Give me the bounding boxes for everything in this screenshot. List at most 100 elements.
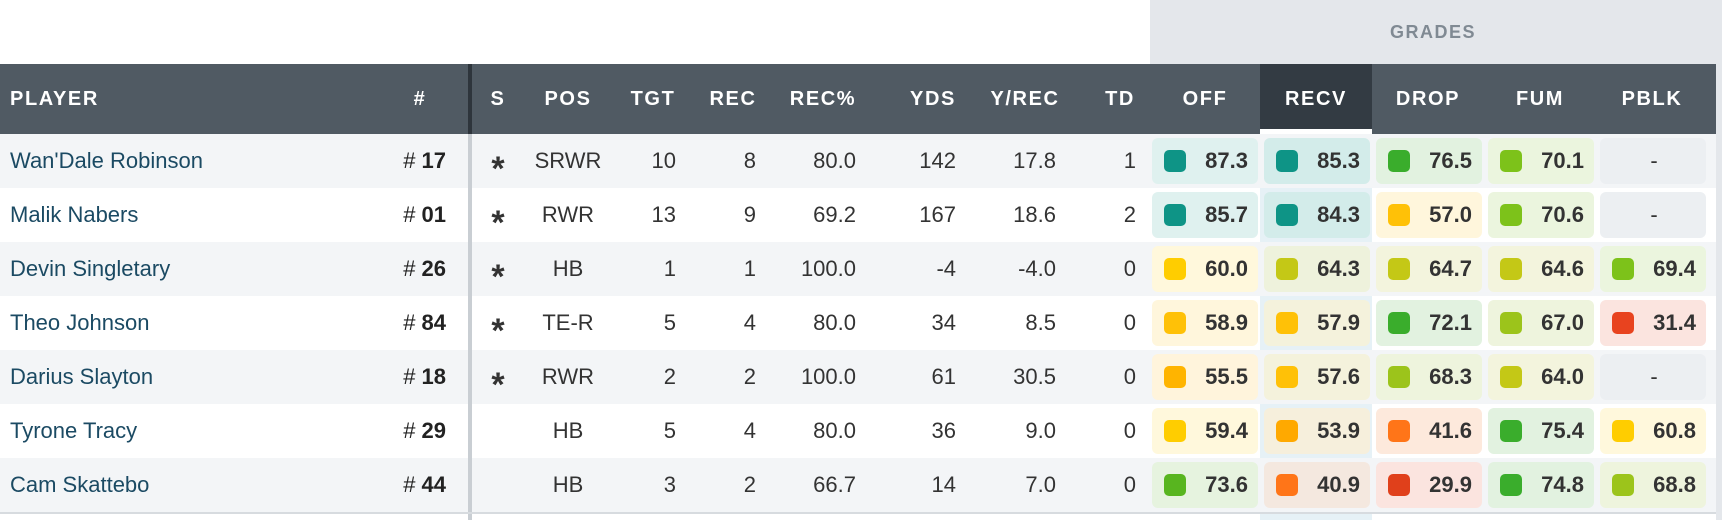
col-header-recv[interactable]: RECV [1260, 64, 1372, 134]
table-row[interactable]: Wan'Dale Robinson #17 * SRWR 10 8 80.0 142 17.8 1… [0, 134, 1716, 188]
targets-cell: 5 [663, 310, 676, 335]
yards-cell: -4 [936, 256, 956, 281]
grade-recv: 84.3 [1264, 192, 1370, 238]
starter-indicator [478, 458, 518, 520]
grade-drop: 72.1 [1376, 300, 1482, 346]
grade-color-swatch [1164, 204, 1186, 226]
grade-color-swatch [1276, 366, 1298, 388]
grade-color-swatch [1500, 420, 1522, 442]
grade-value: 57.6 [1317, 364, 1360, 389]
player-name-link[interactable]: Tyrone Tracy [10, 418, 138, 443]
table-row[interactable]: Malik Nabers #01 * RWR 13 9 69.2 167 18.6 2 85.7 84… [0, 188, 1716, 242]
table-row[interactable]: Tyrone Tracy #29 HB 5 4 80.0 36 9.0 0 59.4 53.9 41.… [0, 404, 1716, 458]
grade-color-swatch [1500, 258, 1522, 280]
starter-indicator [478, 404, 518, 466]
col-header-pblk[interactable]: PBLK [1621, 87, 1683, 110]
grade-fum: 70.6 [1488, 192, 1594, 238]
grade-value: 59.4 [1205, 418, 1248, 443]
grade-value: 40.9 [1317, 472, 1360, 497]
grade-recv: 40.9 [1264, 462, 1370, 508]
grade-color-swatch [1388, 420, 1410, 442]
col-header-td[interactable]: TD [1105, 87, 1135, 110]
player-name-link[interactable]: Devin Singletary [10, 256, 171, 281]
grade-off: 87.3 [1152, 138, 1258, 184]
rec-pct-cell: 66.7 [813, 472, 856, 497]
player-name-link[interactable]: Darius Slayton [10, 364, 154, 389]
targets-cell: 10 [651, 148, 676, 173]
grade-recv: 57.6 [1264, 354, 1370, 400]
jersey-number: #29 [360, 404, 446, 458]
jersey-number: #44 [360, 458, 446, 512]
grade-value: 60.8 [1653, 418, 1696, 443]
col-header-tgt[interactable]: TGT [630, 87, 676, 110]
grades-group-header: GRADES [1150, 0, 1716, 64]
table-row[interactable]: Devin Singletary #26 * HB 1 1 100.0 -4 -4.0 0 60.0… [0, 242, 1716, 296]
grade-color-swatch [1388, 258, 1410, 280]
yards-cell: 142 [919, 148, 956, 173]
yards-cell: 167 [919, 202, 956, 227]
grade-color-swatch [1388, 312, 1410, 334]
col-header-fum[interactable]: FUM [1515, 87, 1565, 110]
player-name-link[interactable]: Cam Skattebo [10, 472, 150, 497]
table-row[interactable]: Cam Skattebo #44 HB 3 2 66.7 14 7.0 0 73.6 40.9 29.… [0, 458, 1716, 512]
col-header-rec-pct[interactable]: REC% [789, 87, 857, 110]
table-bottom-border [0, 512, 1716, 514]
rec-pct-cell: 80.0 [813, 418, 856, 443]
grade-off: 60.0 [1152, 246, 1258, 292]
grade-recv: 57.9 [1264, 300, 1370, 346]
player-name-link[interactable]: Malik Nabers [10, 202, 139, 227]
table-row[interactable]: Theo Johnson #84 * TE-R 5 4 80.0 34 8.5 0 58.9 57.9… [0, 296, 1716, 350]
touchdowns-cell: 0 [1123, 256, 1136, 281]
col-header-yds[interactable]: YDS [910, 87, 956, 110]
yards-cell: 34 [931, 310, 956, 335]
player-name-link[interactable]: Wan'Dale Robinson [10, 148, 203, 173]
receptions-cell: 1 [743, 256, 756, 281]
position-cell: RWR [541, 364, 595, 389]
jersey-number-value: 29 [421, 418, 446, 443]
grade-off: 58.9 [1152, 300, 1258, 346]
grade-color-swatch [1612, 312, 1634, 334]
table-row[interactable]: Darius Slayton #18 * RWR 2 2 100.0 61 30.5 0 55.5 5… [0, 350, 1716, 404]
position-cell: SRWR [534, 148, 602, 173]
grade-value: 64.3 [1317, 256, 1360, 281]
grade-value: 85.7 [1205, 202, 1248, 227]
rec-pct-cell: 80.0 [813, 310, 856, 335]
col-header-pos[interactable]: POS [544, 87, 592, 110]
grade-color-swatch [1164, 474, 1186, 496]
grade-drop: 64.7 [1376, 246, 1482, 292]
grade-pblk: - [1600, 354, 1706, 400]
yards-per-rec-cell: 18.6 [1013, 202, 1056, 227]
grade-color-swatch [1388, 366, 1410, 388]
grade-value: 31.4 [1653, 310, 1696, 335]
grade-color-swatch [1388, 204, 1410, 226]
grade-drop: 29.9 [1376, 462, 1482, 508]
grade-off: 73.6 [1152, 462, 1258, 508]
touchdowns-cell: 0 [1123, 364, 1136, 389]
grade-color-swatch [1500, 366, 1522, 388]
starter-indicator: * [491, 257, 505, 296]
grade-value: 69.4 [1653, 256, 1696, 281]
col-header-player[interactable]: PLAYER [10, 87, 99, 110]
player-name-link[interactable]: Theo Johnson [10, 310, 150, 335]
jersey-number-value: 01 [421, 202, 446, 227]
grade-color-swatch [1500, 204, 1522, 226]
grade-value: 68.8 [1653, 472, 1696, 497]
col-header-rec[interactable]: REC [709, 87, 757, 110]
grade-value: 53.9 [1317, 418, 1360, 443]
grade-value: 41.6 [1429, 418, 1472, 443]
grade-color-swatch [1500, 312, 1522, 334]
grade-color-swatch [1612, 420, 1634, 442]
touchdowns-cell: 0 [1123, 418, 1136, 443]
position-cell: TE-R [542, 310, 594, 335]
grade-color-swatch [1388, 150, 1410, 172]
col-header-off[interactable]: OFF [1182, 87, 1228, 110]
grade-color-swatch [1276, 258, 1298, 280]
grade-color-swatch [1388, 474, 1410, 496]
col-header-drop[interactable]: DROP [1395, 87, 1461, 110]
col-header-starter[interactable]: S [490, 87, 506, 110]
table-header: PLAYER # S POS TGT REC REC% YDS Y/REC TD… [0, 64, 1716, 134]
col-header-y-rec[interactable]: Y/REC [990, 87, 1060, 110]
grade-fum: 64.6 [1488, 246, 1594, 292]
col-header-number[interactable]: # [413, 87, 427, 110]
jersey-hash: # [403, 418, 416, 443]
